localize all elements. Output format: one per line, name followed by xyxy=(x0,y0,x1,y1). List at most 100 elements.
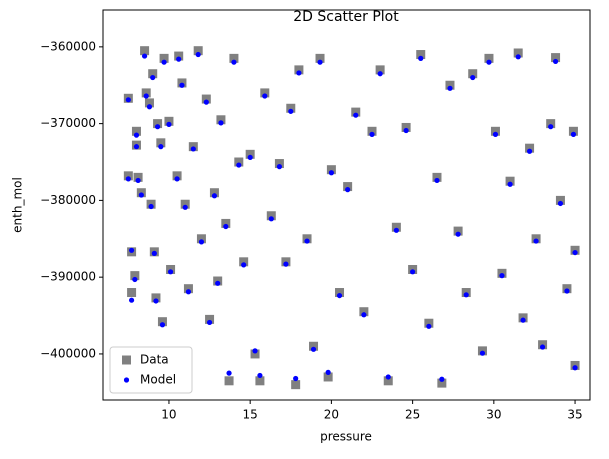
model-point xyxy=(304,238,310,244)
model-point xyxy=(161,59,167,65)
model-point xyxy=(276,164,283,170)
model-point xyxy=(148,203,154,210)
model-point xyxy=(479,350,486,356)
model-point xyxy=(257,372,263,379)
y-tick-label: −390000 xyxy=(40,270,96,284)
data-point xyxy=(239,257,249,267)
data-point xyxy=(174,51,184,61)
data-point xyxy=(484,53,494,63)
model-point xyxy=(268,216,274,222)
data-point xyxy=(309,341,319,351)
data-point xyxy=(551,53,561,63)
plot-frame xyxy=(102,9,591,401)
data-point xyxy=(131,126,141,136)
data-point xyxy=(343,182,353,192)
data-point xyxy=(351,107,361,117)
data-point xyxy=(424,318,434,328)
model-point xyxy=(520,317,526,323)
data-point xyxy=(245,149,255,159)
data-point xyxy=(375,65,385,75)
model-point xyxy=(226,370,232,376)
model-point xyxy=(185,289,192,295)
model-point xyxy=(552,58,559,65)
chart-title: 2D Scatter Plot xyxy=(293,9,399,25)
model-point xyxy=(353,112,359,118)
model-point xyxy=(283,261,289,267)
model-point xyxy=(345,187,351,193)
model-point xyxy=(548,124,554,130)
model-point xyxy=(158,144,164,150)
model-point xyxy=(159,322,166,328)
data-point xyxy=(286,103,296,113)
model-point xyxy=(418,55,424,61)
x-tick-label: 20 xyxy=(324,408,339,422)
data-point xyxy=(335,288,345,298)
model-point xyxy=(128,247,135,253)
model-point xyxy=(203,99,209,105)
data-point xyxy=(144,98,154,108)
data-point xyxy=(234,157,244,167)
y-tick-label: −380000 xyxy=(40,193,96,207)
y-axis-label: enth_mol xyxy=(11,177,25,233)
data-point xyxy=(490,126,500,136)
model-point xyxy=(146,104,153,110)
data-point xyxy=(383,376,393,386)
model-point xyxy=(486,59,492,65)
data-point xyxy=(453,226,463,236)
data-point xyxy=(326,165,336,175)
model-point xyxy=(293,375,299,382)
model-point xyxy=(138,192,144,198)
data-point xyxy=(260,88,270,98)
model-point xyxy=(215,280,221,286)
data-point xyxy=(130,271,140,281)
model-point xyxy=(325,369,331,375)
data-point xyxy=(291,380,301,390)
data-point xyxy=(255,376,265,386)
model-point xyxy=(533,238,539,244)
model-point xyxy=(179,82,185,88)
model-point xyxy=(195,51,201,58)
model-point xyxy=(385,374,391,380)
data-point xyxy=(180,199,190,209)
model-point xyxy=(369,131,375,137)
model-point xyxy=(377,71,383,77)
model-point xyxy=(410,269,416,275)
data-point xyxy=(127,288,137,298)
model-point xyxy=(133,132,140,138)
data-point xyxy=(164,116,174,126)
data-point xyxy=(141,88,151,98)
model-point xyxy=(125,176,131,182)
model-point xyxy=(515,54,521,60)
model-point xyxy=(426,323,432,329)
model-point xyxy=(133,144,140,150)
data-point xyxy=(123,171,133,181)
data-point xyxy=(193,46,203,56)
model-point xyxy=(393,227,399,233)
data-point xyxy=(153,119,163,129)
model-point xyxy=(328,170,334,176)
data-point xyxy=(216,115,226,125)
model-point xyxy=(492,131,499,137)
model-point xyxy=(317,59,323,65)
data-point xyxy=(274,159,284,169)
x-axis-label: pressure xyxy=(320,430,372,444)
model-point xyxy=(310,346,317,352)
model-point xyxy=(218,120,224,126)
model-point xyxy=(154,124,161,130)
model-point xyxy=(564,288,570,294)
model-point xyxy=(241,262,247,268)
model-point xyxy=(455,231,461,237)
model-point xyxy=(132,276,138,283)
data-point xyxy=(148,69,158,79)
data-point xyxy=(133,172,143,182)
data-point xyxy=(367,126,377,136)
model-point xyxy=(236,162,242,168)
y-tick-label: −370000 xyxy=(40,116,96,130)
model-point xyxy=(507,181,513,187)
data-point xyxy=(468,69,478,79)
data-point xyxy=(294,65,304,75)
x-tick-label: 30 xyxy=(486,408,501,422)
model-point xyxy=(262,93,268,99)
model-point xyxy=(361,312,367,318)
